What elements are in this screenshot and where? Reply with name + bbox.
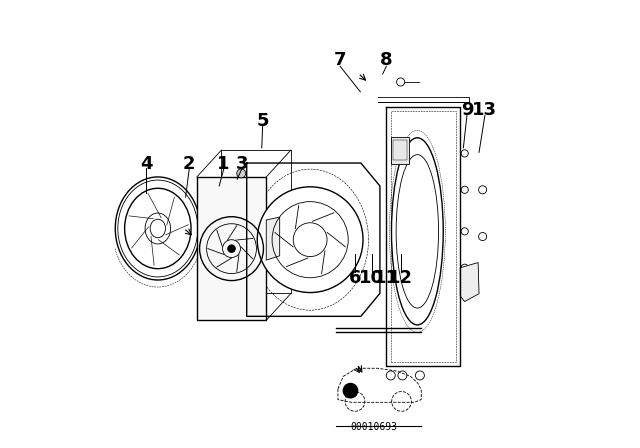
- Text: 8: 8: [380, 52, 392, 69]
- Bar: [392, 141, 407, 160]
- Ellipse shape: [257, 187, 363, 293]
- Text: 6: 6: [349, 269, 361, 287]
- Text: 7: 7: [334, 52, 346, 69]
- Text: 10: 10: [359, 269, 384, 287]
- Circle shape: [237, 169, 246, 178]
- Text: 5: 5: [257, 112, 269, 130]
- Text: 12: 12: [388, 269, 413, 287]
- Circle shape: [343, 383, 358, 398]
- Bar: [391, 111, 456, 362]
- Bar: [196, 177, 266, 320]
- Polygon shape: [266, 217, 280, 260]
- Circle shape: [228, 245, 236, 253]
- Text: 11: 11: [374, 269, 399, 287]
- Text: 4: 4: [140, 155, 152, 172]
- Text: 00010693: 00010693: [350, 422, 397, 432]
- Text: 2: 2: [183, 155, 195, 172]
- Polygon shape: [460, 263, 479, 302]
- Bar: [391, 137, 409, 164]
- Text: 13: 13: [472, 101, 497, 119]
- Text: 1: 1: [218, 155, 230, 172]
- Text: 3: 3: [236, 155, 248, 172]
- Text: 9: 9: [461, 101, 473, 119]
